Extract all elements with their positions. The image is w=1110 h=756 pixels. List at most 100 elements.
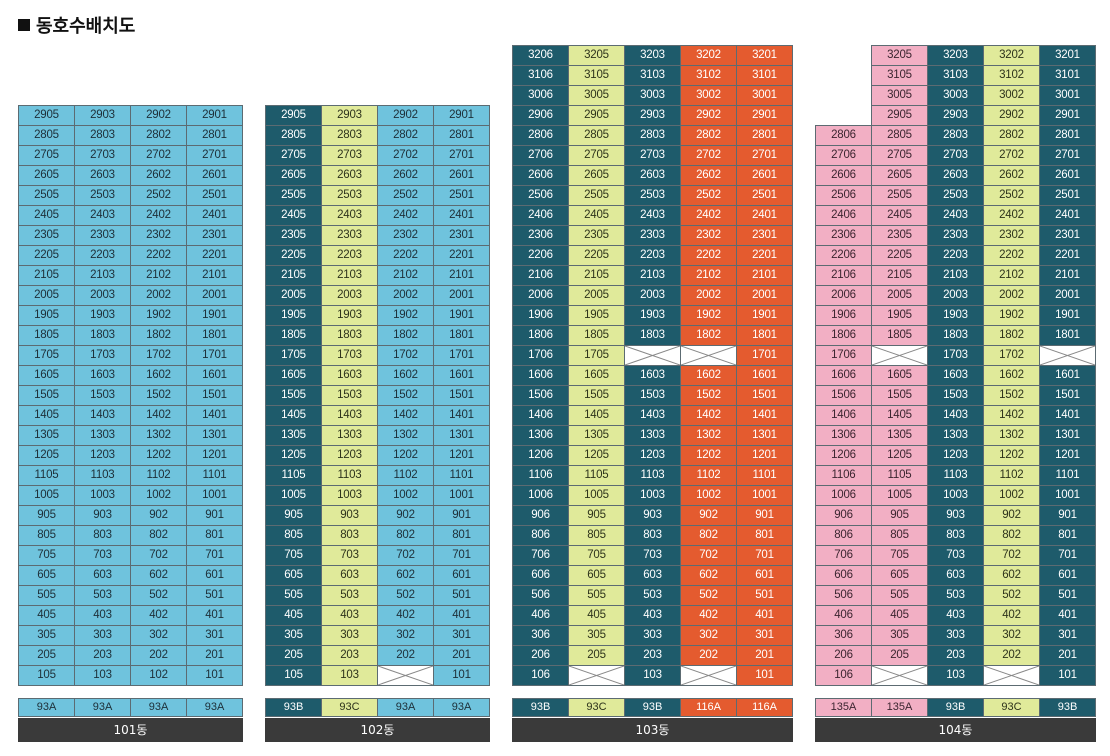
unit-cell: 703: [927, 545, 984, 566]
unit-cell: 1105: [871, 465, 928, 486]
unit-cell: 303: [321, 625, 378, 646]
unit-cell: 1403: [927, 405, 984, 426]
unit-cell: 901: [1039, 505, 1096, 526]
unit-cell: 705: [568, 545, 625, 566]
unit-cell: 1103: [74, 465, 131, 486]
unit-cell: 1601: [736, 365, 793, 386]
unit-cell: 1406: [512, 405, 569, 426]
unit-cell: 1902: [983, 305, 1040, 326]
unit-cell: 2603: [927, 165, 984, 186]
unit-type-cell: 116A: [680, 698, 737, 717]
unit-cell: 2805: [265, 125, 322, 146]
unit-cell: 2306: [512, 225, 569, 246]
unit-cell: 1503: [927, 385, 984, 406]
unit-cell: 2505: [265, 185, 322, 206]
unit-cell: 2503: [624, 185, 681, 206]
unit-cell: 2803: [321, 125, 378, 146]
unit-cell: 2902: [680, 105, 737, 126]
unit-cell: 705: [265, 545, 322, 566]
unit-cell: 2301: [186, 225, 243, 246]
unit-cell: 2905: [871, 105, 928, 126]
unit-cell: 2301: [433, 225, 490, 246]
unit-cell: 405: [265, 605, 322, 626]
unit-cell: 2105: [871, 265, 928, 286]
unit-cell: 1502: [130, 385, 187, 406]
unit-cell: 706: [512, 545, 569, 566]
unit-cell: 1505: [18, 385, 75, 406]
unit-cell: 1501: [1039, 385, 1096, 406]
unit-cell: 3001: [1039, 85, 1096, 106]
unit-cell: 2101: [186, 265, 243, 286]
unit-cell: 602: [680, 565, 737, 586]
unit-cell: 2101: [433, 265, 490, 286]
unit-cell: 2206: [512, 245, 569, 266]
unit-cell: 3101: [1039, 65, 1096, 86]
unit-cell: 1302: [130, 425, 187, 446]
unit-cell: 1702: [130, 345, 187, 366]
unit-cell: 205: [265, 645, 322, 666]
unit-type-cell: 93A: [433, 698, 490, 717]
unit-cell: 1603: [624, 365, 681, 386]
unit-cell: 402: [983, 605, 1040, 626]
unit-cell: 703: [74, 545, 131, 566]
unit-cell: 1406: [815, 405, 872, 426]
unit-cell: 502: [377, 585, 434, 606]
unit-cell: 2201: [1039, 245, 1096, 266]
unit-cell: 1903: [624, 305, 681, 326]
unit-cell: 803: [321, 525, 378, 546]
unit-cell: 1703: [927, 345, 984, 366]
unit-cell: 2306: [815, 225, 872, 246]
unit-cell: 2105: [18, 265, 75, 286]
unit-cell: 1603: [321, 365, 378, 386]
unit-cell: 1502: [983, 385, 1040, 406]
unit-cell: 3105: [871, 65, 928, 86]
unit-cell: 903: [321, 505, 378, 526]
unit-cell: 1402: [130, 405, 187, 426]
unit-cell: 1902: [377, 305, 434, 326]
unit-cell: 1706: [815, 345, 872, 366]
unit-cell: 701: [186, 545, 243, 566]
unit-cell: 2303: [624, 225, 681, 246]
unit-cell: 2406: [815, 205, 872, 226]
unit-cell: 1606: [815, 365, 872, 386]
unit-cell: 1005: [871, 485, 928, 506]
unit-cell: 901: [186, 505, 243, 526]
unit-cell: 205: [18, 645, 75, 666]
unit-cell: 503: [927, 585, 984, 606]
unit-cell: 902: [377, 505, 434, 526]
unit-cell: 1205: [871, 445, 928, 466]
unit-cell: 2503: [74, 185, 131, 206]
unit-cell-empty: [680, 665, 737, 686]
unit-cell: 2701: [1039, 145, 1096, 166]
unit-cell: 2202: [680, 245, 737, 266]
unit-cell: 3001: [736, 85, 793, 106]
unit-cell: 806: [815, 525, 872, 546]
unit-cell: 703: [624, 545, 681, 566]
unit-cell-empty: [377, 665, 434, 686]
unit-cell: 406: [815, 605, 872, 626]
unit-cell: 2201: [736, 245, 793, 266]
unit-cell: 2502: [130, 185, 187, 206]
unit-cell: 305: [568, 625, 625, 646]
unit-cell: 1805: [18, 325, 75, 346]
unit-cell: 2103: [624, 265, 681, 286]
unit-cell: 1905: [265, 305, 322, 326]
unit-cell: 2405: [568, 205, 625, 226]
unit-cell: 401: [1039, 605, 1096, 626]
unit-cell: 2702: [680, 145, 737, 166]
unit-cell: 2003: [74, 285, 131, 306]
unit-cell: 3203: [927, 45, 984, 66]
unit-cell: 2303: [927, 225, 984, 246]
unit-cell: 2901: [433, 105, 490, 126]
unit-cell: 2002: [377, 285, 434, 306]
unit-cell: 2401: [1039, 205, 1096, 226]
unit-cell: 101: [736, 665, 793, 686]
unit-cell: 201: [1039, 645, 1096, 666]
unit-cell: 205: [871, 645, 928, 666]
unit-cell: 1906: [512, 305, 569, 326]
unit-cell: 2405: [871, 205, 928, 226]
unit-cell: 1305: [871, 425, 928, 446]
unit-cell: 403: [624, 605, 681, 626]
unit-cell: 2405: [265, 205, 322, 226]
unit-cell: 2901: [1039, 105, 1096, 126]
